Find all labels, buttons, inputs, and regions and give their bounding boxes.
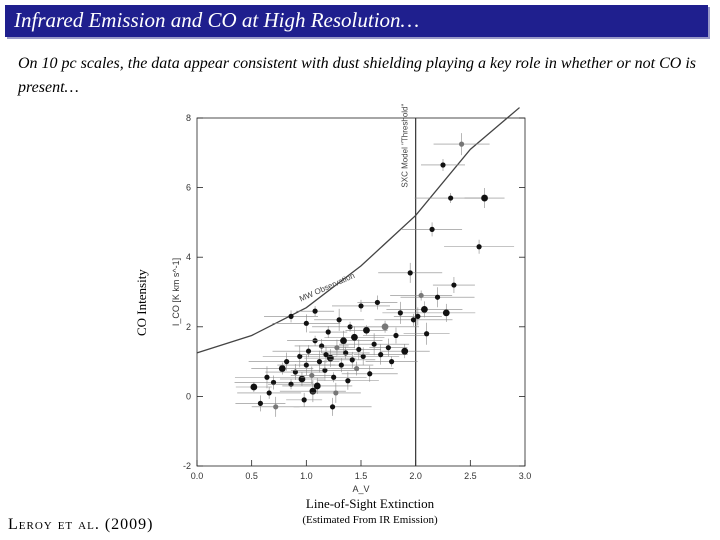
data-point	[250, 383, 258, 391]
data-point	[313, 382, 321, 390]
data-point	[356, 346, 362, 353]
data-point	[336, 317, 342, 323]
x-tick-label: 2.0	[409, 471, 422, 481]
model-curve	[196, 107, 520, 354]
data-point	[393, 332, 399, 339]
data-point	[303, 362, 309, 368]
y-tick-label: 8	[186, 113, 191, 123]
model-curve-label: MW Observation	[298, 271, 356, 303]
data-point	[257, 400, 264, 406]
y-axis-caption: CO Intensity	[134, 269, 149, 336]
data-point	[329, 404, 336, 410]
data-point	[273, 404, 279, 410]
data-point	[397, 310, 403, 316]
data-point	[270, 379, 277, 386]
data-point	[429, 226, 435, 232]
x-tick-label: 0.5	[245, 471, 258, 481]
data-point	[309, 387, 317, 395]
data-point	[360, 353, 366, 359]
data-point	[319, 343, 325, 349]
data-point	[312, 308, 318, 314]
data-point	[421, 306, 428, 313]
data-point	[374, 299, 380, 306]
data-point	[288, 313, 294, 319]
data-point	[303, 320, 309, 326]
citation: Leroy et al. (2009)	[8, 516, 154, 533]
y-tick-label: 6	[186, 183, 191, 193]
x-axis-label: A_V	[352, 484, 369, 494]
data-point	[334, 345, 340, 351]
data-point	[381, 323, 389, 331]
x-tick-label: 1.0	[300, 471, 313, 481]
data-point	[331, 374, 337, 380]
data-point	[288, 381, 294, 387]
data-point	[389, 359, 395, 365]
data-point	[385, 345, 391, 351]
data-point	[401, 347, 409, 355]
data-point	[418, 292, 424, 299]
data-point	[278, 365, 286, 372]
data-point	[340, 337, 347, 345]
x-tick-label: 0.0	[191, 471, 204, 481]
y-tick-label: 2	[186, 322, 191, 332]
data-point	[297, 353, 303, 359]
data-point	[354, 365, 360, 372]
data-point	[347, 324, 353, 330]
x-tick-label: 1.5	[355, 471, 368, 481]
data-point	[481, 194, 488, 202]
data-point	[325, 329, 331, 335]
data-point	[476, 244, 482, 250]
data-point	[363, 326, 370, 334]
x-tick-label: 3.0	[519, 471, 532, 481]
x-tick-label: 2.5	[464, 471, 477, 481]
data-point	[322, 367, 328, 373]
data-point	[410, 317, 417, 323]
slide-title-bar: Infrared Emission and CO at High Resolut…	[5, 5, 708, 37]
x-axis-caption-note: (Estimated From IR Emission)	[302, 514, 438, 526]
data-point	[440, 162, 446, 168]
plot-area: 0.0 0.5 1.0 1.5 2.0 2.5 3.0 -2 0 2 4 6 8 I_CO [K km s…	[171, 104, 531, 494]
y-tick-label: 4	[186, 252, 191, 262]
data-point	[371, 341, 377, 347]
data-point	[338, 362, 344, 368]
data-point	[284, 359, 290, 365]
threshold-label: SXC Model "Threshold"	[401, 104, 410, 188]
data-point	[424, 331, 430, 337]
data-point	[305, 348, 312, 354]
data-point	[351, 333, 358, 341]
data-point	[367, 371, 373, 377]
data-point	[458, 141, 465, 147]
data-point	[415, 313, 421, 319]
data-point	[333, 390, 339, 396]
data-point	[323, 352, 329, 358]
data-point	[298, 375, 306, 383]
data-point	[309, 372, 315, 379]
data-point	[378, 352, 384, 358]
data-point	[266, 390, 272, 396]
data-point	[442, 309, 450, 317]
data-point	[301, 397, 307, 403]
data-point	[292, 369, 298, 375]
slide-subtitle: On 10 pc scales, the data appear consist…	[18, 55, 697, 96]
data-point	[345, 378, 351, 384]
data-point	[434, 294, 441, 300]
data-point	[448, 195, 454, 201]
plot-frame	[196, 117, 526, 467]
data-point	[343, 350, 349, 356]
data-point	[407, 270, 413, 276]
data-point	[358, 303, 364, 309]
y-axis-label: I_CO [K km s^-1]	[171, 258, 181, 326]
data-point	[349, 357, 355, 363]
x-axis-caption: Line-of-Sight Extinction	[305, 496, 435, 511]
y-tick-label: -2	[183, 461, 191, 471]
data-point	[316, 359, 323, 365]
slide-title: Infrared Emission and CO at High Resolut…	[14, 8, 420, 32]
y-tick-label: 0	[186, 391, 191, 401]
data-point	[451, 282, 457, 288]
data-point	[264, 374, 270, 380]
